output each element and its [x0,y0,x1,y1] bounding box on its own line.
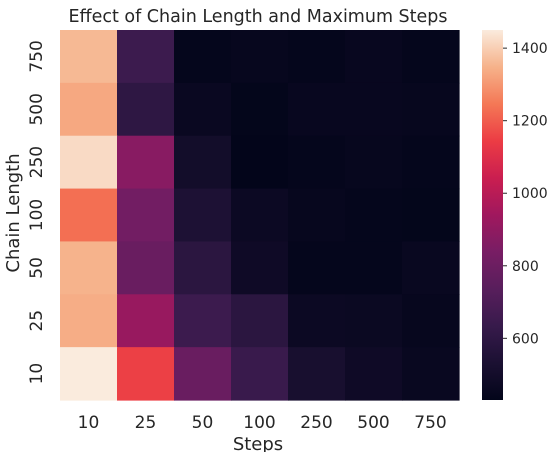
heatmap-cell [174,135,232,190]
heatmap-cell [60,188,118,243]
colorbar-tick-label: 800 [512,259,539,275]
y-tick-labels: 750 500 250 100 50 25 10 [27,40,47,384]
heatmap-cell [60,294,118,348]
heatmap-cell [402,347,460,401]
x-tick-label: 500 [357,413,389,433]
x-tick-label: 100 [243,413,275,433]
heatmap-cell [345,188,403,243]
heatmap-cell [174,30,232,84]
colorbar-tick-label: 1200 [512,114,548,130]
heatmap-cell [60,82,118,137]
x-tick-labels: 10 25 50 100 250 500 750 [78,413,447,433]
colorbar-ticks: 600 800 1000 1200 1400 [503,41,548,347]
heatmap-cell [174,347,232,401]
heatmap-cell [402,82,460,137]
heatmap-cell [174,82,232,137]
heatmap-cell [345,347,403,401]
y-tick-label: 50 [27,257,47,279]
heatmap-cell [288,135,346,190]
y-tick-label: 10 [27,363,47,385]
y-tick-label: 250 [27,146,47,178]
colorbar-tick-label: 600 [512,331,539,347]
heatmap-cell [117,347,175,401]
heatmap-cell [345,135,403,190]
y-tick-label: 500 [27,93,47,125]
heatmap-cell [402,241,460,295]
colorbar-tick-label: 1000 [512,186,548,202]
heatmap-cell [231,188,289,243]
heatmap-cell [117,241,175,295]
heatmap-cell [60,347,118,401]
heatmap-cell [60,30,118,84]
heatmap-cell [231,82,289,137]
heatmap-cell [117,135,175,190]
x-axis-label: Steps [233,434,283,452]
heatmap-cell [288,82,346,137]
heatmap-cell [60,241,118,295]
heatmap-cell [345,82,403,137]
heatmap-cell [117,294,175,348]
x-tick-label: 25 [135,413,157,433]
heatmap-cell [345,241,403,295]
heatmap-cell [288,241,346,295]
y-tick-label: 100 [27,199,47,231]
heatmap-cell [174,241,232,295]
heatmap-cell [231,294,289,348]
heatmap-cell [174,188,232,243]
heatmap-cell [117,188,175,243]
heatmap-cell [60,135,118,190]
colorbar-tick-label: 1400 [512,41,548,57]
y-tick-label: 750 [27,40,47,72]
heatmap-cell [402,294,460,348]
heatmap-cell [288,30,346,84]
x-tick-label: 250 [300,413,332,433]
y-axis-label: Chain Length [3,153,24,272]
heatmap-cell [231,241,289,295]
heatmap-cell [402,135,460,190]
chart-title: Effect of Chain Length and Maximum Steps [68,7,447,27]
heatmap-cell [345,30,403,84]
x-tick-label: 750 [414,413,446,433]
heatmap-cell [402,30,460,84]
heatmap-cell [402,188,460,243]
x-tick-label: 50 [192,413,214,433]
heatmap-cell [288,347,346,401]
heatmap-cell [345,294,403,348]
heatmap-cell [231,135,289,190]
heatmap-cell [117,82,175,137]
heatmap-cell [231,30,289,84]
heatmap-cell [231,347,289,401]
heatmap-cell [288,294,346,348]
heatmap-cells [60,30,460,401]
x-tick-label: 10 [78,413,100,433]
heatmap-cell [174,294,232,348]
y-tick-label: 25 [27,310,47,332]
colorbar [482,30,503,400]
heatmap-cell [117,30,175,84]
heatmap-cell [288,188,346,243]
